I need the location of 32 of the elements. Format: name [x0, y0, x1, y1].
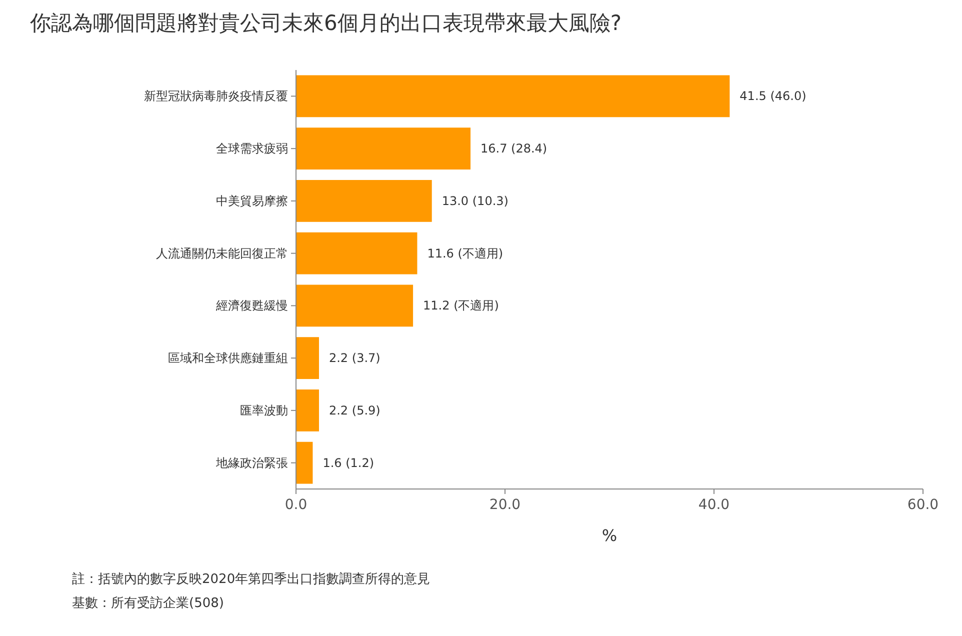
bar — [296, 442, 313, 484]
bar — [296, 75, 730, 118]
data-label: 2.2 (3.7) — [328, 351, 380, 366]
bar — [296, 389, 319, 432]
data-label: 1.6 (1.2) — [322, 456, 374, 470]
y-tick-label: 匯率波動 — [240, 403, 288, 418]
text: 註：括號內的數字反映2020年第四季出口指數調查所得的意見 — [72, 571, 430, 587]
bar — [296, 180, 432, 222]
text: 基數：所有受訪企業(508) — [72, 596, 224, 611]
y-tick-label: 地緣政治緊張 — [215, 456, 288, 470]
y-tick-label: 中美貿易摩擦 — [216, 194, 288, 208]
chart-title: 你認為哪個問題將對貴公司未來6個月的出口表現帶來最大風險? — [29, 11, 622, 35]
x-tick-label: 60.0 — [907, 497, 939, 513]
bar — [296, 337, 319, 380]
data-label: 11.6 (不適用) — [427, 246, 504, 260]
y-tick-label: 新型冠狀病毒肺炎疫情反覆 — [144, 89, 288, 104]
x-tick-label: 0.0 — [284, 497, 308, 513]
y-tick-label: 人流通關仍未能回復正常 — [156, 246, 288, 260]
bar — [296, 232, 418, 274]
bar — [296, 284, 414, 327]
data-label: 11.2 (不適用) — [423, 298, 499, 313]
bar — [296, 128, 471, 170]
data-label: 2.2 (5.9) — [328, 403, 380, 418]
data-label: 16.7 (28.4) — [480, 142, 548, 156]
y-tick-label: 全球需求疲弱 — [216, 142, 288, 156]
x-tick-label: 40.0 — [698, 497, 730, 513]
y-tick-label: 區域和全球供應鏈重組 — [168, 351, 288, 366]
y-tick-label: 經濟復甦緩慢 — [215, 298, 288, 313]
x-axis-title: % — [602, 526, 618, 545]
data-label: 13.0 (10.3) — [442, 194, 508, 208]
data-label: 41.5 (46.0) — [740, 89, 806, 104]
x-tick-label: 20.0 — [489, 497, 521, 513]
